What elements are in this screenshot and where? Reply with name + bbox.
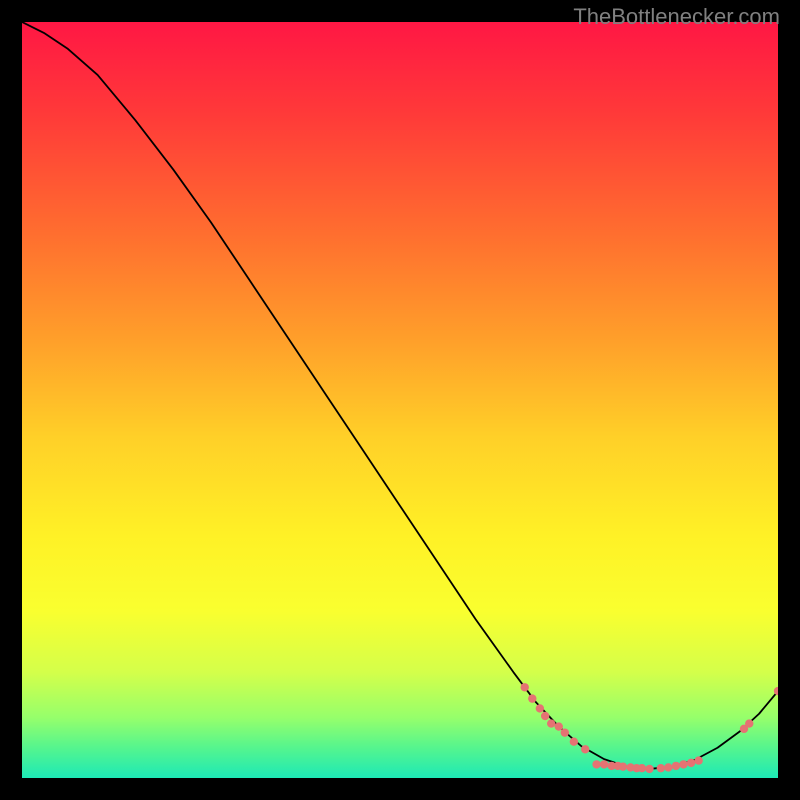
chart-svg — [22, 22, 778, 778]
data-marker — [561, 728, 569, 736]
data-marker — [570, 738, 578, 746]
data-marker — [528, 694, 536, 702]
data-marker — [645, 765, 653, 773]
data-marker — [679, 760, 687, 768]
chart-plot-area — [22, 22, 778, 778]
data-marker — [664, 763, 672, 771]
data-marker — [745, 719, 753, 727]
data-marker — [521, 683, 529, 691]
data-marker — [592, 760, 600, 768]
data-marker — [694, 756, 702, 764]
data-marker — [600, 760, 608, 768]
chart-background — [22, 22, 778, 778]
data-marker — [541, 712, 549, 720]
watermark-text: TheBottlenecker.com — [573, 4, 780, 30]
data-marker — [547, 719, 555, 727]
data-marker — [555, 722, 563, 730]
data-marker — [672, 762, 680, 770]
data-marker — [619, 762, 627, 770]
data-marker — [581, 745, 589, 753]
data-marker — [638, 764, 646, 772]
data-marker — [657, 764, 665, 772]
data-marker — [536, 704, 544, 712]
data-marker — [687, 759, 695, 767]
